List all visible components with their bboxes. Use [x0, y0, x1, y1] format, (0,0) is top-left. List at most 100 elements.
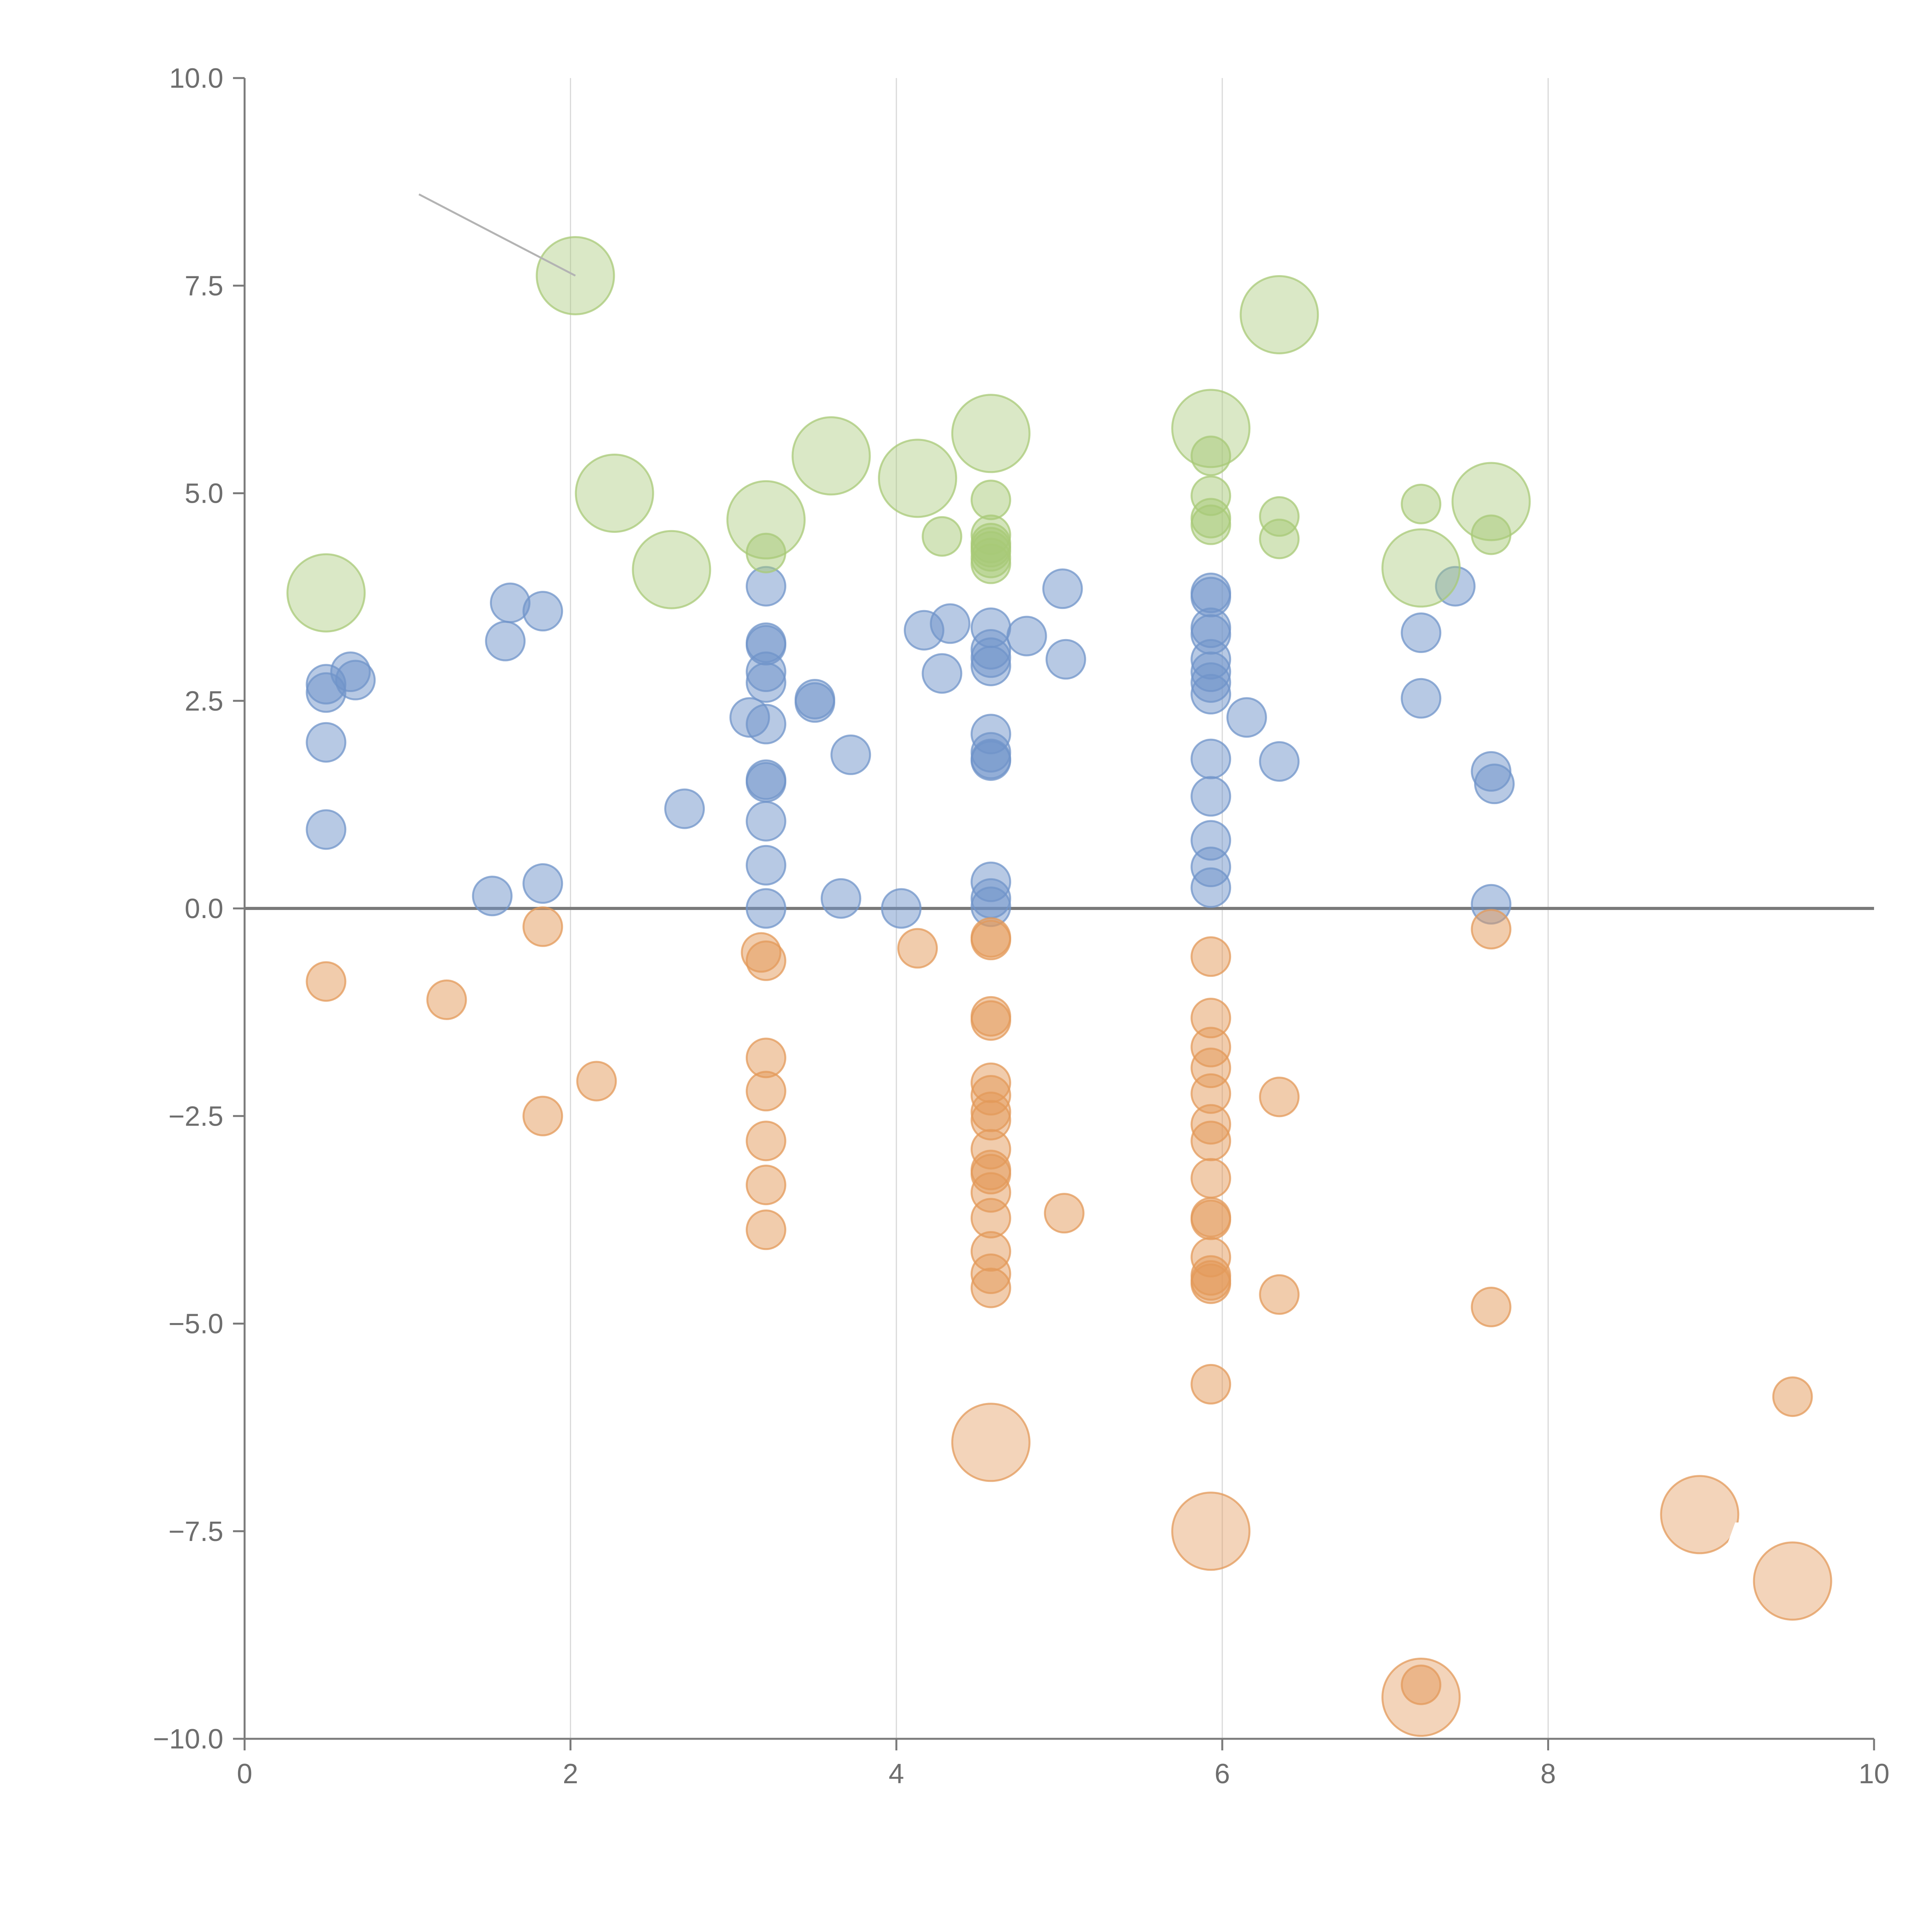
blue-point — [1190, 867, 1231, 908]
annotation-label: A — [1723, 1514, 1754, 1561]
blue-point — [794, 682, 835, 723]
blue-point — [522, 591, 563, 632]
y-tick-label: 10.0 — [169, 63, 223, 94]
orange-point — [1190, 1199, 1231, 1240]
data-points — [286, 236, 1832, 1737]
blue-point — [970, 740, 1011, 781]
blue-point — [1190, 674, 1231, 715]
orange-point — [970, 1267, 1011, 1308]
green-point — [1190, 504, 1231, 545]
green-large-point — [878, 439, 957, 518]
orange-large-point — [1381, 1658, 1461, 1737]
y-tick-label: −5.0 — [168, 1309, 223, 1340]
blue-point — [306, 809, 347, 850]
green-point — [1259, 519, 1300, 560]
green-large-point — [1451, 462, 1531, 541]
y-tick-label: 2.5 — [185, 686, 223, 717]
blue-point — [881, 888, 922, 929]
blue-point — [485, 621, 526, 662]
blue-point — [1474, 764, 1515, 804]
x-tick-label: 0 — [237, 1759, 252, 1789]
green-large-point — [575, 454, 654, 533]
blue-point — [1401, 612, 1442, 653]
blue-point — [745, 801, 786, 842]
orange-point — [1259, 1077, 1300, 1117]
label-lines — [418, 193, 576, 277]
orange-point — [1401, 1664, 1442, 1705]
green-point — [970, 480, 1011, 520]
orange-point — [306, 961, 347, 1002]
blue-point — [1226, 697, 1267, 738]
green-large-point — [286, 553, 366, 633]
orange-point — [1190, 1121, 1231, 1162]
orange-point — [745, 1165, 786, 1206]
blue-point — [306, 722, 347, 763]
orange-point — [522, 906, 563, 947]
x-tick-label: 4 — [889, 1759, 904, 1789]
x-tick-label: 2 — [563, 1759, 578, 1789]
orange-point — [426, 979, 467, 1020]
orange-point — [970, 1000, 1011, 1041]
orange-large-point — [951, 1403, 1031, 1482]
blue-point — [745, 662, 786, 703]
green-large-point — [1381, 528, 1461, 608]
orange-point — [1044, 1193, 1085, 1234]
blue-point — [922, 653, 963, 694]
blue-point — [1401, 678, 1442, 719]
orange-point — [1259, 1274, 1300, 1315]
blue-point — [1259, 741, 1300, 782]
blue-point — [1045, 639, 1086, 680]
blue-point — [745, 704, 786, 745]
orange-large-point — [1171, 1492, 1251, 1571]
y-tick-label: −7.5 — [168, 1516, 223, 1547]
blue-point — [930, 603, 971, 644]
orange-point — [970, 920, 1011, 961]
orange-large-point — [1753, 1541, 1832, 1621]
y-tick-label: 7.5 — [185, 270, 223, 301]
blue-point — [820, 878, 861, 919]
orange-point — [897, 928, 938, 969]
x-tick-label: 8 — [1541, 1759, 1556, 1789]
orange-point — [1471, 1287, 1512, 1328]
orange-point — [745, 940, 786, 981]
green-point — [970, 543, 1011, 584]
green-large-point — [951, 394, 1031, 473]
orange-point — [1772, 1376, 1813, 1417]
blue-point — [745, 762, 786, 803]
blue-point — [1006, 616, 1047, 656]
green-large-point — [791, 416, 871, 496]
orange-large-point — [1660, 1475, 1740, 1554]
x-tick-label: 6 — [1214, 1759, 1230, 1789]
orange-point — [745, 1071, 786, 1112]
axes — [233, 77, 1875, 1750]
green-point — [1401, 483, 1442, 524]
blue-point — [1190, 776, 1231, 817]
orange-point — [1190, 936, 1231, 977]
blue-point — [472, 876, 513, 917]
tick-labels: −10.0 −7.5 −5.0 −2.5 0.0 2.5 5.0 7.5 10.0 0 2 4 6 8 10… — [153, 63, 1889, 1789]
blue-point — [522, 863, 563, 904]
blue-point — [830, 734, 871, 775]
orange-point — [1190, 1263, 1231, 1304]
green-large-point — [726, 480, 806, 560]
blue-point — [745, 888, 786, 929]
blue-point — [970, 645, 1011, 686]
label-leader-line — [418, 193, 576, 277]
green-point — [922, 516, 963, 557]
orange-point — [522, 1095, 563, 1136]
green-large-point — [1171, 389, 1251, 468]
green-large-point — [632, 530, 711, 609]
orange-point — [1471, 909, 1512, 950]
blue-point — [1190, 738, 1231, 779]
orange-point — [745, 1121, 786, 1162]
y-tick-label: 0.0 — [185, 893, 223, 924]
blue-point — [335, 660, 376, 701]
y-tick-label: 5.0 — [185, 478, 223, 509]
blue-point — [745, 845, 786, 886]
orange-point — [1190, 1364, 1231, 1405]
orange-point — [1190, 1158, 1231, 1199]
y-tick-label: −10.0 — [153, 1724, 223, 1755]
orange-point — [745, 1209, 786, 1250]
